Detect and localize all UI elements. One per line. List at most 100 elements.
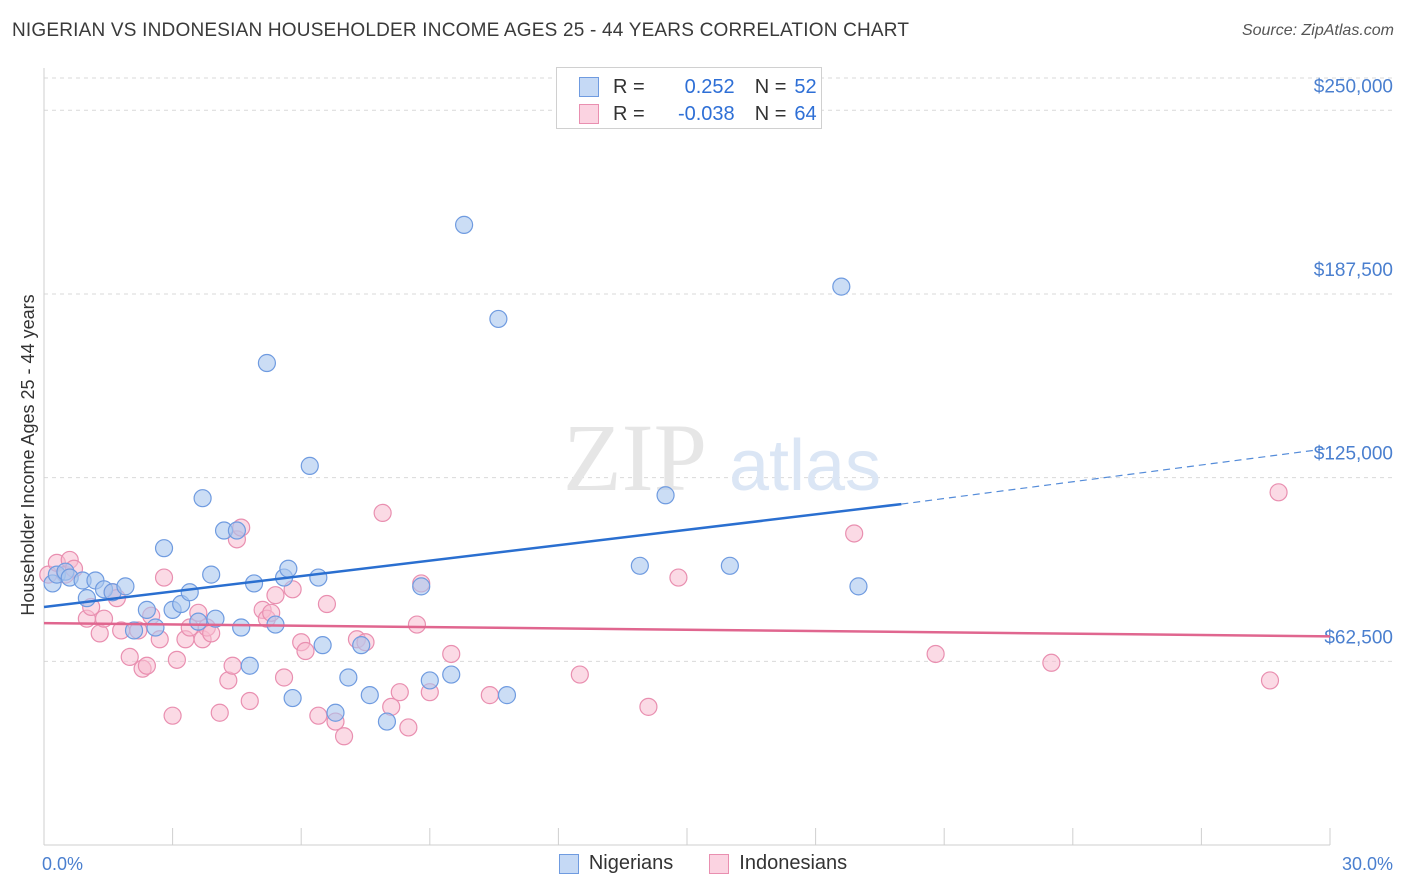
indonesians-point (120, 647, 139, 667)
nigerians-point (257, 353, 277, 373)
indonesians-point (163, 706, 182, 725)
nigerians-point (206, 609, 225, 628)
n-label: N = (754, 102, 787, 125)
nigerians-point (360, 686, 379, 705)
nigerians-point (283, 688, 302, 708)
y-tick-label: $125,000 (1314, 444, 1393, 465)
nigerians-point (442, 665, 461, 684)
legend-item-nigerians[interactable]: Nigerians (558, 852, 674, 875)
indonesians-point (399, 718, 418, 737)
y-axis-label: Householder Income Ages 25 - 44 years (18, 294, 38, 615)
indonesians-point (390, 683, 409, 702)
nigerians-point (154, 539, 174, 558)
nigerians-point (116, 577, 135, 596)
nigerians-point (124, 621, 144, 640)
nigerians-trend-line (43, 502, 902, 609)
nigerians-point (489, 309, 508, 329)
r-label: R = (613, 102, 645, 125)
indonesians-point (154, 568, 174, 587)
indonesians-point (334, 727, 354, 746)
indonesians-point (926, 644, 945, 664)
n-label: N = (754, 75, 787, 98)
nigerians-point (313, 636, 332, 655)
legend-item-indonesians[interactable]: Indonesians (709, 852, 847, 875)
indonesians-point (373, 503, 392, 523)
n-value: 64 (794, 102, 817, 125)
indonesians-point (167, 650, 186, 669)
indonesians-point (1269, 483, 1288, 502)
nigerians-trend-extension (901, 447, 1331, 505)
legend-label-indonesians: Indonesians (739, 852, 848, 874)
indonesians-swatch (579, 104, 599, 124)
nigerians-point (189, 612, 208, 631)
nigerians-point (412, 577, 431, 596)
watermark-atlas: atlas (729, 426, 881, 506)
nigerians-point (339, 668, 358, 687)
nigerians-point (240, 656, 259, 675)
indonesians-point (210, 703, 229, 722)
nigerians-point (193, 489, 212, 508)
n-value: 52 (794, 75, 817, 98)
r-value: 0.252 (684, 75, 735, 98)
grid-lines (44, 77, 1395, 662)
indonesians-point (266, 586, 285, 605)
axes (43, 68, 1331, 846)
indonesians-point (1042, 653, 1061, 672)
indonesians-point (274, 668, 294, 687)
nigerians-point (137, 600, 156, 619)
legend-label-nigerians: Nigerians (588, 852, 674, 874)
indonesians-point (317, 594, 337, 614)
indonesians-point (240, 691, 259, 711)
y-tick-label: $62,500 (1324, 627, 1393, 648)
nigerians-point (326, 703, 345, 722)
x-tick-labels: 0.0% 30.0% (42, 854, 1393, 874)
y-tick-label: $250,000 (1314, 76, 1393, 97)
nigerians-point (849, 577, 868, 596)
nigerians-point (232, 618, 251, 637)
watermark-zip: ZIP (563, 404, 707, 511)
nigerians-point (454, 215, 474, 234)
stats-row-indonesians: R = -0.038 N = 64 (579, 101, 817, 127)
r-value: -0.038 (677, 102, 735, 125)
nigerians-point (377, 712, 397, 731)
x-tick-label: 0.0% (42, 854, 83, 874)
nigerians-point (227, 521, 246, 540)
indonesians-legend-swatch (709, 853, 730, 874)
series-legend: Nigerians Indonesians (0, 852, 1406, 875)
chart-source: Source: ZipAtlas.com (1241, 22, 1394, 39)
indonesians-point (309, 706, 328, 725)
nigerians-point (309, 568, 328, 587)
nigerians-point (146, 618, 165, 637)
stats-legend: R = 0.252 N = 52 R = -0.038 N = 64 (556, 67, 822, 129)
y-tick-label: $187,500 (1314, 260, 1393, 281)
nigerians-point (300, 456, 319, 475)
nigerians-point (279, 559, 298, 578)
nigerians-point (497, 686, 517, 705)
indonesians-point (407, 615, 427, 634)
nigerians-point (77, 589, 96, 608)
indonesians-point (639, 697, 658, 716)
nigerians-point (720, 556, 739, 575)
r-label: R = (613, 75, 645, 98)
indonesians-point (223, 656, 242, 675)
nigerians-point (656, 486, 675, 505)
indonesians-point (480, 686, 499, 705)
nigerians-point (180, 583, 199, 602)
indonesians-point (669, 568, 688, 587)
indonesians-trend-line (43, 621, 1331, 638)
indonesians-point (296, 641, 315, 661)
nigerians-point (832, 277, 851, 296)
indonesians-point (1260, 671, 1280, 690)
nigerians-point (420, 671, 439, 690)
nigerians-point (202, 565, 221, 584)
nigerians-legend-swatch (558, 853, 579, 874)
y-tick-labels: $62,500 $125,000 $187,500 $250,000 (1314, 76, 1393, 648)
x-tick-label: 30.0% (1342, 854, 1393, 874)
nigerians-point (630, 556, 649, 575)
indonesians-point (137, 656, 156, 675)
nigerians-point (352, 636, 371, 655)
trend-lines (43, 447, 1331, 638)
nigerians-swatch (579, 77, 599, 97)
indonesians-point (845, 524, 864, 543)
